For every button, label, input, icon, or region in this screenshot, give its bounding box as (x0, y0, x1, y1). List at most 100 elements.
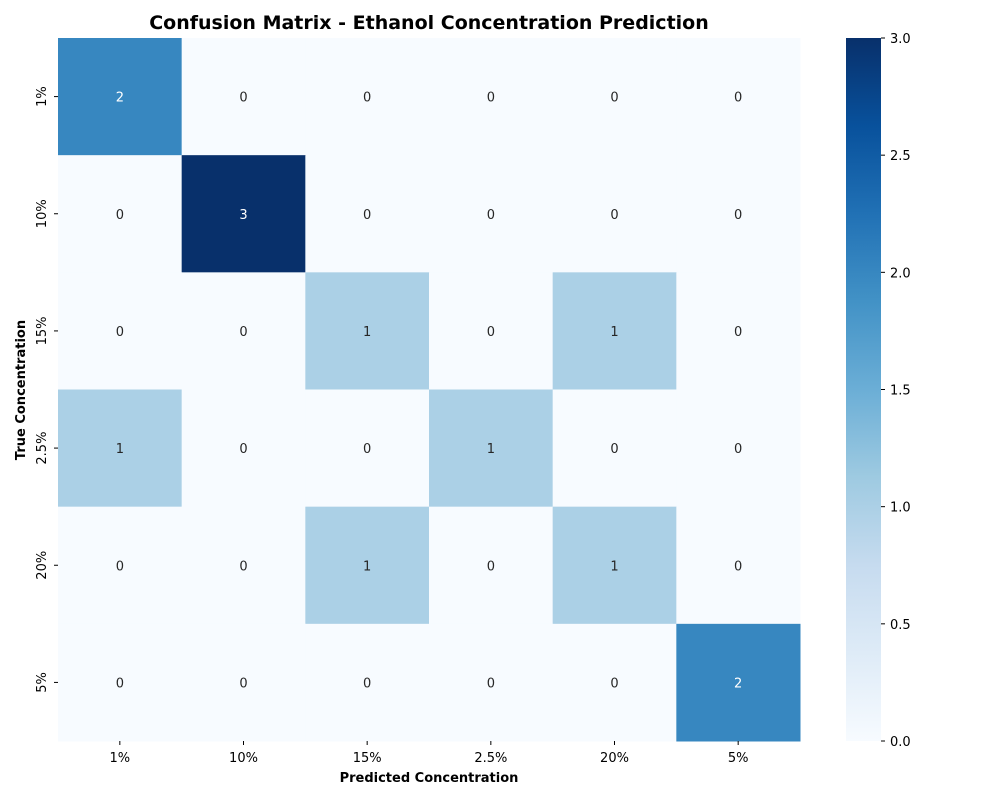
cell-value-label: 0 (239, 91, 247, 106)
cell-value-label: 1 (116, 442, 124, 457)
x-axis-label: Predicted Concentration (340, 771, 519, 786)
colorbar-tick-label: 2.0 (890, 266, 911, 281)
cell-value-label: 1 (610, 559, 618, 574)
x-tick-label: 15% (353, 751, 382, 766)
heatmap-cell (181, 506, 306, 625)
heatmap-cell (429, 389, 554, 508)
heatmap-cell (676, 623, 801, 742)
cell-value-label: 0 (734, 559, 742, 574)
heatmap-cell (676, 155, 801, 273)
cell-value-label: 2 (116, 91, 124, 106)
x-tick-label: 20% (600, 751, 629, 766)
cell-value-label: 0 (116, 325, 124, 340)
cell-value-label: 0 (610, 442, 618, 457)
cell-value-label: 0 (487, 325, 495, 340)
heatmap-cell (552, 272, 677, 390)
cell-value-label: 0 (734, 91, 742, 106)
heatmap-cell (676, 272, 801, 390)
cell-value-label: 0 (487, 91, 495, 106)
heatmap-cell (305, 506, 430, 625)
heatmap-cell (429, 155, 554, 273)
cell-value-label: 1 (363, 559, 371, 574)
heatmap-cell (181, 38, 306, 156)
x-tick-label: 10% (229, 751, 258, 766)
y-axis-label: True Concentration (14, 320, 29, 460)
heatmap-cell (429, 623, 554, 742)
x-tick-label: 5% (728, 751, 749, 766)
colorbar-tick-label: 0.5 (890, 618, 911, 633)
cell-value-label: 1 (363, 325, 371, 340)
heatmap-cell (676, 506, 801, 625)
heatmap-cell (181, 272, 306, 390)
heatmap-cell (58, 155, 183, 273)
heatmap-cell (552, 623, 677, 742)
heatmap-cell (305, 389, 430, 508)
x-tick-labels: 1% 10% 15% 2.5% 20% 5% (110, 741, 749, 766)
heatmap-cell (429, 272, 554, 390)
cell-value-label: 0 (239, 325, 247, 340)
cell-value-label: 0 (363, 91, 371, 106)
cell-value-label: 0 (363, 208, 371, 223)
heatmap-cell (305, 155, 430, 273)
cell-value-label: 0 (239, 442, 247, 457)
heatmap-cell (181, 623, 306, 742)
x-tick-label: 1% (110, 751, 131, 766)
heatmap-cells: 2 0 0 0 0 0 0 3 0 0 0 0 0 0 1 0 1 0 1 0 0 1 0 0 0 0 1 0 1 0 0 0 0 0 0 2 (58, 38, 801, 742)
cell-value-label: 0 (363, 442, 371, 457)
cell-value-label: 0 (487, 559, 495, 574)
colorbar-tick-label: 1.5 (890, 384, 911, 399)
y-tick-label: 10% (35, 199, 50, 228)
cell-value-label: 0 (363, 676, 371, 691)
cell-value-label: 0 (734, 442, 742, 457)
cell-value-label: 0 (734, 208, 742, 223)
cell-value-label: 0 (487, 676, 495, 691)
cell-value-label: 0 (239, 676, 247, 691)
heatmap-cell (58, 623, 183, 742)
cell-value-label: 0 (610, 208, 618, 223)
colorbar-tick-label: 2.5 (890, 149, 911, 164)
colorbar-tick-label: 1.0 (890, 501, 911, 516)
cell-value-label: 1 (487, 442, 495, 457)
heatmap-cell (552, 389, 677, 508)
heatmap-cell (58, 506, 183, 625)
cell-value-label: 0 (116, 559, 124, 574)
heatmap-cell (429, 506, 554, 625)
cell-value-label: 0 (734, 325, 742, 340)
cell-value-label: 3 (239, 208, 247, 223)
colorbar-tick-label: 0.0 (890, 735, 911, 750)
heatmap-cell (552, 155, 677, 273)
cell-value-label: 0 (610, 91, 618, 106)
heatmap-cell (552, 506, 677, 625)
heatmap-cell (181, 389, 306, 508)
colorbar-ticks: 0.0 0.5 1.0 1.5 2.0 2.5 3.0 (881, 32, 911, 750)
colorbar (846, 38, 881, 741)
heatmap-cell (429, 38, 554, 156)
y-tick-label: 15% (35, 316, 50, 345)
colorbar-tick-label: 3.0 (890, 32, 911, 47)
y-tick-label: 20% (35, 551, 50, 580)
heatmap-cell (676, 38, 801, 156)
y-tick-labels: 1% 10% 15% 2.5% 20% 5% (35, 86, 58, 693)
cell-value-label: 1 (610, 325, 618, 340)
chart-title: Confusion Matrix - Ethanol Concentration… (149, 12, 709, 34)
cell-value-label: 0 (116, 208, 124, 223)
heatmap-cell (58, 38, 183, 156)
heatmap-cell (58, 389, 183, 508)
y-tick-label: 5% (35, 672, 50, 693)
heatmap-cell (305, 38, 430, 156)
cell-value-label: 0 (239, 559, 247, 574)
heatmap-cell (181, 155, 306, 273)
heatmap-cell (305, 272, 430, 390)
heatmap-cell (305, 623, 430, 742)
cell-value-label: 0 (487, 208, 495, 223)
y-tick-label: 2.5% (35, 432, 50, 465)
heatmap-cell (552, 38, 677, 156)
x-tick-label: 2.5% (474, 751, 507, 766)
cell-value-label: 2 (734, 676, 742, 691)
heatmap-cell (58, 272, 183, 390)
y-tick-label: 1% (35, 86, 50, 107)
heatmap-cell (676, 389, 801, 508)
cell-value-label: 0 (116, 676, 124, 691)
cell-value-label: 0 (610, 676, 618, 691)
